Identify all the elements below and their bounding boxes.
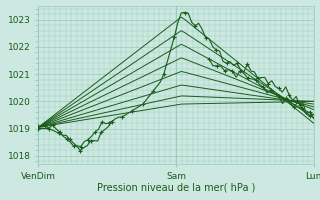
X-axis label: Pression niveau de la mer( hPa ): Pression niveau de la mer( hPa )	[97, 182, 255, 192]
